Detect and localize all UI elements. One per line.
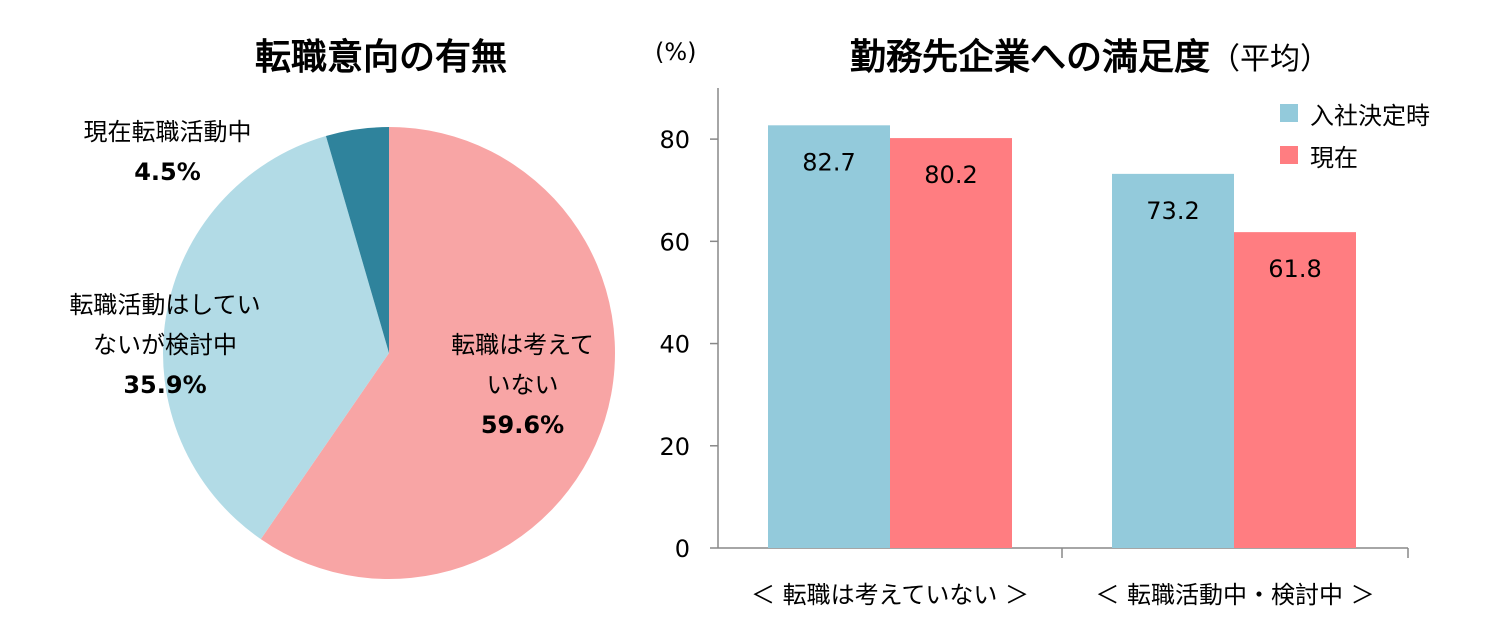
bar-at-entry xyxy=(1112,173,1234,548)
pie-slice-considering xyxy=(162,135,389,540)
y-axis-unit: (%) xyxy=(655,38,697,66)
pie-label-not-considering-value: 59.6% xyxy=(480,411,565,439)
pie-chart-title: 転職意向の有無 xyxy=(255,37,508,78)
bar-chart-title: 勤務先企業への満足度（平均） xyxy=(850,28,1330,80)
x-category-label-2: ＜ 転職活動中・検討中 ＞ xyxy=(1095,581,1375,609)
legend: 入社決定時 現在 xyxy=(1280,92,1430,176)
y-tick-label: 60 xyxy=(659,228,690,256)
pie-slice-not-considering xyxy=(260,127,616,579)
pie-label-active-value: 4.5% xyxy=(134,158,201,186)
pie-label-active-text: 現在転職活動中 xyxy=(83,118,252,146)
bar-current xyxy=(1234,232,1356,548)
bar-value-label: 73.2 xyxy=(1146,197,1199,225)
pie-slice-active xyxy=(325,127,389,353)
legend-swatch-current xyxy=(1280,146,1298,164)
bar-current xyxy=(890,138,1012,549)
bar-at-entry xyxy=(768,125,890,549)
pie-label-not-considering: 転職は考えて いない 59.6% xyxy=(430,325,615,445)
x-category-label-1: ＜ 転職は考えていない ＞ xyxy=(750,581,1030,609)
pie-label-not-considering-line2: いない xyxy=(486,371,559,399)
bar-value-label: 82.7 xyxy=(802,148,855,176)
bar-chart-title-main: 勤務先企業への満足度 xyxy=(850,37,1211,78)
y-tick-label: 40 xyxy=(659,331,690,359)
bar-value-label: 61.8 xyxy=(1268,255,1321,283)
y-tick-label: 20 xyxy=(659,433,690,461)
legend-item-current: 現在 xyxy=(1280,134,1430,176)
pie-label-considering: 転職活動はしてい ないが検討中 35.9% xyxy=(55,285,275,405)
pie-label-considering-line1: 転職活動はしてい xyxy=(69,291,261,319)
legend-label-current: 現在 xyxy=(1310,143,1358,172)
bar-value-label: 80.2 xyxy=(924,161,977,189)
y-tick-label: 80 xyxy=(659,126,690,154)
pie-label-active: 現在転職活動中 4.5% xyxy=(55,112,280,192)
legend-label-at-entry: 入社決定時 xyxy=(1310,101,1430,130)
pie-label-considering-value: 35.9% xyxy=(123,371,207,399)
pie-label-considering-line2: ないが検討中 xyxy=(93,331,237,359)
pie-label-not-considering-line1: 転職は考えて xyxy=(451,331,594,359)
legend-swatch-at-entry xyxy=(1280,104,1298,122)
pie-chart xyxy=(162,127,616,579)
y-tick-label: 0 xyxy=(675,535,690,563)
bar-chart-title-suffix: （平均） xyxy=(1210,42,1331,77)
legend-item-at-entry: 入社決定時 xyxy=(1280,92,1430,134)
